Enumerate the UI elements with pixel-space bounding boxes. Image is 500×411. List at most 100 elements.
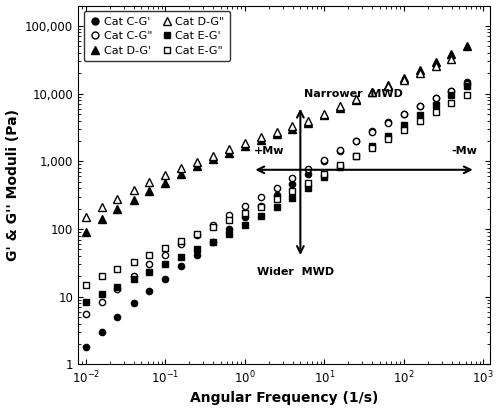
Cat D-G" xyxy=(114,196,120,201)
Cat E-G" xyxy=(242,211,248,216)
Cat E-G' xyxy=(162,262,168,267)
Cat C-G' xyxy=(130,301,136,306)
Cat D-G" xyxy=(226,147,232,152)
Cat D-G" xyxy=(322,111,328,116)
Cat C-G' xyxy=(226,226,232,231)
Cat E-G" xyxy=(385,136,391,141)
Text: +Mw: +Mw xyxy=(254,146,285,156)
Cat E-G" xyxy=(178,238,184,243)
Cat E-G" xyxy=(114,266,120,271)
Cat E-G" xyxy=(274,197,280,202)
Cat D-G' xyxy=(258,137,264,142)
Cat D-G" xyxy=(258,135,264,140)
Cat E-G' xyxy=(369,143,375,148)
Cat E-G" xyxy=(432,110,438,115)
Text: Wider  MWD: Wider MWD xyxy=(257,267,334,277)
Cat C-G" xyxy=(401,111,407,116)
Cat C-G' xyxy=(306,171,312,176)
Cat C-G" xyxy=(194,232,200,237)
Cat E-G' xyxy=(194,247,200,252)
Cat C-G' xyxy=(369,129,375,134)
Cat C-G" xyxy=(99,299,105,304)
Cat D-G" xyxy=(242,141,248,146)
Cat E-G' xyxy=(210,239,216,244)
Cat C-G' xyxy=(242,215,248,219)
Cat D-G" xyxy=(130,187,136,192)
Cat C-G" xyxy=(226,213,232,218)
Cat C-G" xyxy=(258,194,264,199)
Cat E-G' xyxy=(416,113,422,118)
Cat D-G" xyxy=(353,97,359,102)
Cat C-G' xyxy=(274,192,280,197)
Line: Cat C-G': Cat C-G' xyxy=(82,79,470,350)
Cat E-G' xyxy=(401,123,407,128)
Line: Cat E-G': Cat E-G' xyxy=(82,83,471,305)
Cat D-G' xyxy=(114,207,120,212)
Cat E-G" xyxy=(99,274,105,279)
Cat E-G' xyxy=(290,195,296,200)
Cat D-G' xyxy=(178,171,184,176)
Cat E-G' xyxy=(464,83,470,88)
Cat C-G" xyxy=(162,252,168,257)
Cat E-G' xyxy=(322,175,328,180)
Cat C-G' xyxy=(178,264,184,269)
Cat D-G' xyxy=(432,60,438,65)
Cat C-G' xyxy=(83,345,89,350)
Cat D-G' xyxy=(99,217,105,222)
Cat E-G' xyxy=(306,185,312,190)
Line: Cat C-G": Cat C-G" xyxy=(82,81,470,317)
Cat D-G" xyxy=(194,159,200,164)
Cat D-G" xyxy=(369,90,375,95)
Cat D-G' xyxy=(464,44,470,49)
Cat D-G' xyxy=(322,113,328,118)
Cat E-G" xyxy=(162,245,168,250)
Cat D-G' xyxy=(242,143,248,148)
Cat D-G' xyxy=(83,230,89,235)
Cat C-G' xyxy=(416,104,422,109)
Cat D-G" xyxy=(448,56,454,61)
Cat E-G" xyxy=(401,127,407,132)
Cat D-G" xyxy=(290,124,296,129)
Cat C-G" xyxy=(130,274,136,279)
Cat C-G" xyxy=(178,242,184,247)
Cat D-G" xyxy=(146,180,152,185)
Cat D-G' xyxy=(337,105,343,110)
Cat C-G" xyxy=(322,157,328,162)
Cat C-G" xyxy=(448,88,454,93)
Line: Cat D-G': Cat D-G' xyxy=(82,42,471,236)
Cat E-G' xyxy=(99,291,105,296)
Cat C-G' xyxy=(162,277,168,282)
Cat D-G' xyxy=(385,82,391,87)
Y-axis label: G' & G'' Moduli (Pa): G' & G'' Moduli (Pa) xyxy=(6,109,20,261)
Cat D-G' xyxy=(401,76,407,81)
Cat D-G" xyxy=(416,71,422,76)
Cat D-G' xyxy=(194,164,200,169)
Cat E-G" xyxy=(226,218,232,223)
Cat E-G' xyxy=(114,284,120,289)
Cat E-G' xyxy=(130,277,136,282)
Cat D-G' xyxy=(448,52,454,57)
Cat D-G" xyxy=(337,104,343,109)
Cat C-G" xyxy=(464,81,470,86)
Cat C-G" xyxy=(274,185,280,190)
Cat E-G" xyxy=(258,204,264,209)
Cat D-G' xyxy=(353,98,359,103)
Cat E-G' xyxy=(226,231,232,236)
Cat D-G" xyxy=(162,173,168,178)
Cat D-G" xyxy=(83,215,89,219)
Cat E-G' xyxy=(146,270,152,275)
Cat E-G" xyxy=(290,189,296,194)
Cat C-G' xyxy=(448,88,454,93)
Cat C-G' xyxy=(353,139,359,143)
Cat C-G' xyxy=(464,79,470,84)
Cat D-G' xyxy=(130,197,136,202)
Cat E-G' xyxy=(353,153,359,158)
Cat C-G' xyxy=(432,96,438,101)
Cat C-G" xyxy=(146,262,152,267)
Cat D-G' xyxy=(369,90,375,95)
Cat C-G' xyxy=(258,203,264,208)
Cat C-G' xyxy=(210,239,216,244)
Cat E-G" xyxy=(83,282,89,287)
Cat C-G" xyxy=(114,286,120,291)
Cat D-G' xyxy=(274,132,280,137)
